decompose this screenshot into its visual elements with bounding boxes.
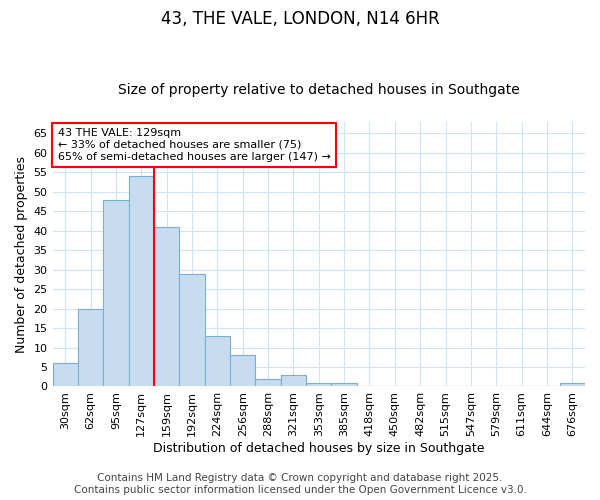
Bar	[53, 363, 78, 386]
Text: 43, THE VALE, LONDON, N14 6HR: 43, THE VALE, LONDON, N14 6HR	[161, 10, 439, 28]
Bar	[205, 336, 230, 386]
Y-axis label: Number of detached properties: Number of detached properties	[15, 156, 28, 352]
Bar	[306, 382, 331, 386]
Bar	[230, 356, 256, 386]
Bar	[78, 308, 103, 386]
X-axis label: Distribution of detached houses by size in Southgate: Distribution of detached houses by size …	[153, 442, 485, 455]
Title: Size of property relative to detached houses in Southgate: Size of property relative to detached ho…	[118, 83, 520, 97]
Bar	[256, 378, 281, 386]
Bar	[560, 382, 585, 386]
Bar	[331, 382, 357, 386]
Bar	[154, 227, 179, 386]
Bar	[281, 375, 306, 386]
Text: Contains HM Land Registry data © Crown copyright and database right 2025.
Contai: Contains HM Land Registry data © Crown c…	[74, 474, 526, 495]
Bar	[179, 274, 205, 386]
Bar	[103, 200, 128, 386]
Text: 43 THE VALE: 129sqm
← 33% of detached houses are smaller (75)
65% of semi-detach: 43 THE VALE: 129sqm ← 33% of detached ho…	[58, 128, 331, 162]
Bar	[128, 176, 154, 386]
